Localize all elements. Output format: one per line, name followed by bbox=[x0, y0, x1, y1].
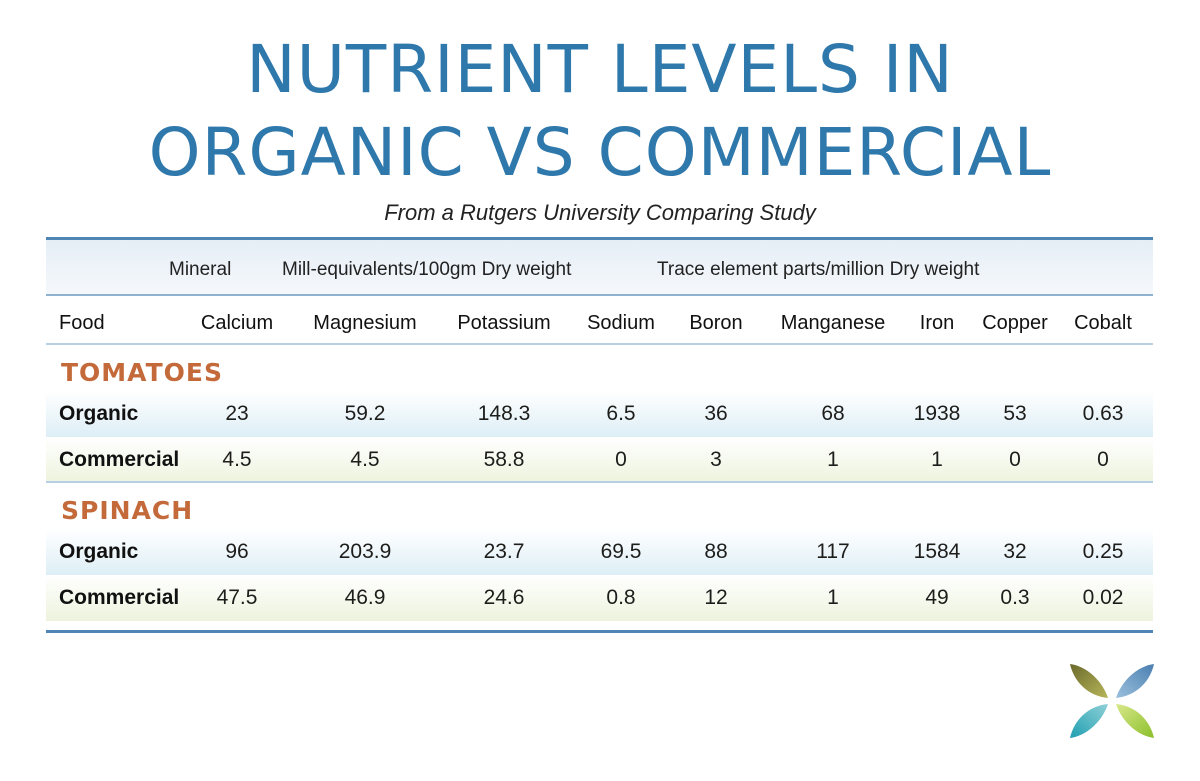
table-cell: 23.7 bbox=[483, 540, 525, 563]
group-label-mineral: Mineral bbox=[169, 259, 232, 280]
row-label-organic: Organic bbox=[59, 540, 139, 563]
table-cell: 0 bbox=[1097, 448, 1109, 471]
table-cell: 24.6 bbox=[483, 586, 525, 609]
table-cell: 0.3 bbox=[1000, 586, 1030, 609]
table-cell: 96 bbox=[225, 540, 249, 563]
row-label-commercial: Commercial bbox=[59, 586, 180, 609]
table-cell: 58.8 bbox=[483, 448, 525, 471]
table-cell: 6.5 bbox=[606, 402, 636, 425]
table-cell: 0.8 bbox=[606, 586, 636, 609]
table-cell: 1 bbox=[827, 448, 839, 471]
table-cell: 203.9 bbox=[338, 540, 392, 563]
table-cell: 148.3 bbox=[477, 402, 531, 425]
table-cell: 68 bbox=[821, 402, 845, 425]
subtitle: From a Rutgers University Comparing Stud… bbox=[384, 200, 816, 225]
column-header-cobalt: Cobalt bbox=[1074, 312, 1132, 334]
four-leaf-logo-icon bbox=[1070, 664, 1154, 738]
table-cell: 36 bbox=[704, 402, 728, 425]
column-header-iron: Iron bbox=[919, 312, 955, 334]
table-cell: 59.2 bbox=[344, 402, 386, 425]
table-cell: 0.25 bbox=[1082, 540, 1124, 563]
column-header-copper: Copper bbox=[982, 312, 1048, 334]
section-title-tomatoes: TOMATOES bbox=[61, 358, 223, 387]
table-cell: 49 bbox=[925, 586, 949, 609]
row-label-organic: Organic bbox=[59, 402, 139, 425]
group-label-mill-equivalents: Mill-equivalents/100gm Dry weight bbox=[282, 259, 572, 280]
section-separator bbox=[46, 481, 1153, 483]
table-cell: 23 bbox=[225, 402, 249, 425]
bottom-rule bbox=[46, 630, 1153, 633]
group-header-band bbox=[46, 240, 1153, 296]
table-cell: 4.5 bbox=[350, 448, 380, 471]
group-label-trace: Trace element parts/million Dry weight bbox=[657, 259, 980, 280]
page-title-line-1: NUTRIENT LEVELS IN bbox=[246, 31, 954, 108]
table-cell: 12 bbox=[704, 586, 728, 609]
table-cell: 88 bbox=[704, 540, 728, 563]
table-cell: 4.5 bbox=[222, 448, 252, 471]
table-cell: 69.5 bbox=[600, 540, 642, 563]
table-cell: 3 bbox=[710, 448, 722, 471]
table-row-band bbox=[46, 391, 1153, 437]
table-cell: 1 bbox=[931, 448, 943, 471]
row-label-commercial: Commercial bbox=[59, 448, 180, 471]
table-cell: 117 bbox=[816, 540, 850, 563]
table-cell: 0 bbox=[1009, 448, 1021, 471]
column-header-calcium: Calcium bbox=[200, 312, 274, 334]
table-cell: 53 bbox=[1003, 402, 1027, 425]
table-cell: 0 bbox=[615, 448, 627, 471]
page-title-line-2: ORGANIC VS COMMERCIAL bbox=[148, 114, 1052, 191]
table-cell: 1 bbox=[827, 586, 839, 609]
table-row-band bbox=[46, 529, 1153, 575]
table-cell: 32 bbox=[1003, 540, 1027, 563]
section-title-spinach: SPINACH bbox=[61, 496, 194, 525]
column-header-boron: Boron bbox=[689, 312, 743, 334]
column-header-sodium: Sodium bbox=[587, 312, 655, 334]
top-rule bbox=[46, 237, 1153, 240]
column-header-magnesium: Magnesium bbox=[313, 312, 417, 334]
column-header-food: Food bbox=[59, 312, 105, 334]
column-header-manganese: Manganese bbox=[780, 312, 886, 334]
table-cell: 0.63 bbox=[1082, 402, 1124, 425]
column-header-potassium: Potassium bbox=[457, 312, 551, 334]
table-cell: 47.5 bbox=[216, 586, 258, 609]
table-cell: 0.02 bbox=[1082, 586, 1124, 609]
table-row-band bbox=[46, 575, 1153, 621]
table-cell: 46.9 bbox=[344, 586, 386, 609]
header-separator bbox=[46, 343, 1153, 345]
table-cell: 1938 bbox=[913, 402, 961, 425]
table-cell: 1584 bbox=[913, 540, 961, 563]
table-row-band bbox=[46, 437, 1153, 483]
